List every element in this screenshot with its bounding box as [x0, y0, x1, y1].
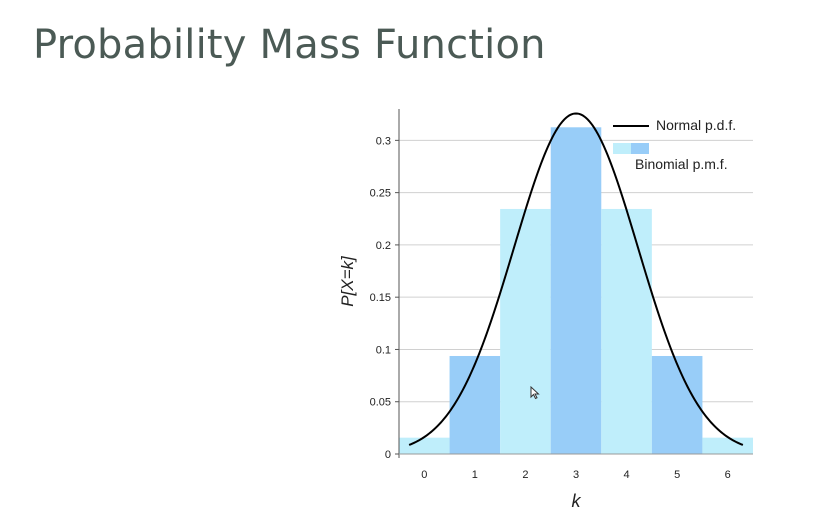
legend-bar-swatch-light	[613, 143, 631, 154]
y-tick-label: 0.1	[376, 344, 391, 356]
y-axis-label: P[X=k]	[338, 255, 357, 307]
x-tick-label: 6	[725, 469, 731, 481]
y-tick-label: 0.2	[376, 240, 391, 252]
x-axis-label: k	[572, 491, 582, 511]
x-tick-label: 2	[522, 469, 528, 481]
pmf-bar-k2	[500, 208, 551, 454]
legend-label-binomial: Binomial p.m.f.	[635, 156, 728, 172]
pmf-bar-k6	[702, 437, 753, 454]
mouse-cursor-icon	[530, 386, 540, 400]
y-tick-label: 0.25	[370, 188, 391, 200]
pmf-bar-k3	[550, 127, 602, 454]
pmf-bar-k5	[651, 355, 703, 454]
x-tick-label: 0	[421, 469, 427, 481]
y-tick-label: 0	[385, 449, 391, 461]
x-tick-label: 4	[624, 469, 630, 481]
pmf-bar-k4	[601, 208, 652, 454]
y-tick-label: 0.05	[370, 397, 391, 409]
pmf-bar-k1	[449, 355, 501, 454]
pmf-bar-k0	[399, 437, 450, 454]
y-tick-label: 0.3	[376, 135, 391, 147]
normal-pdf-curve	[408, 112, 744, 446]
x-tick-label: 5	[674, 469, 680, 481]
x-tick-label: 3	[573, 469, 579, 481]
legend-label-normal: Normal p.d.f.	[656, 117, 736, 133]
y-tick-label: 0.15	[370, 292, 391, 304]
legend-bar-swatch-dark	[631, 143, 649, 154]
x-tick-label: 1	[472, 469, 478, 481]
slide-title: Probability Mass Function	[33, 22, 546, 68]
